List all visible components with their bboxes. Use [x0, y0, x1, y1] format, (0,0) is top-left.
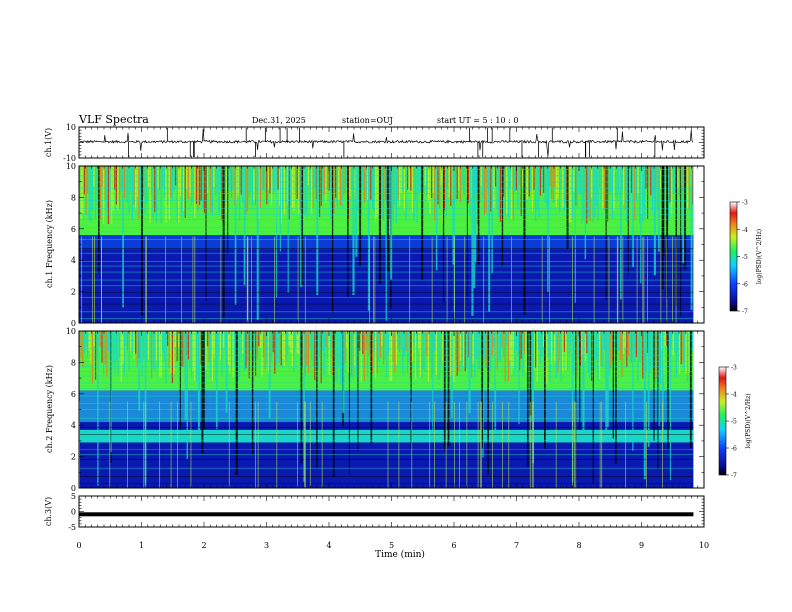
x-tick-label: 4 [326, 541, 331, 550]
ch2-colorbar-tick: -6 [731, 446, 737, 453]
ch1-colorbar-tick: -4 [742, 227, 748, 234]
ch1-freq-tick-label: 0 [71, 319, 76, 328]
station-label: station=OUJ [342, 116, 393, 125]
ch1-colorbar-label: log(PSD)(V^2/Hz) [756, 229, 763, 284]
ch1-freq-tick-label: 6 [71, 225, 76, 234]
ch2-freq-tick-label: 2 [71, 453, 76, 462]
ch2-colorbar-tick: -7 [731, 473, 737, 480]
ch3-ytick-label: -5 [68, 523, 76, 532]
ch2-colorbar-label: log(PSD)(V^2/Hz) [745, 393, 752, 448]
ch1-colorbar-tick: -5 [742, 254, 748, 261]
ch1-freq-ylabel: ch.1 Frequency (kHz) [45, 200, 54, 288]
ch1-freq-tick-label: 8 [71, 193, 76, 202]
chart-title: VLF Spectra [79, 113, 149, 126]
ch2-spectrogram-panel: 0 2 4 6 8 10 [66, 327, 705, 493]
ch2-spectrogram [79, 331, 704, 488]
ch1-ytick-label: 10 [66, 123, 76, 132]
ch1-ytick-label: -10 [63, 154, 76, 163]
ch1-colorbar-tick: -3 [742, 200, 748, 207]
x-tick-label: 1 [139, 541, 144, 550]
x-tick-label: 9 [639, 541, 644, 550]
ch1-spectrogram [79, 166, 704, 323]
ch2-freq-tick-label: 10 [66, 327, 76, 336]
ch3-signal-band [79, 512, 694, 517]
ch2-colorbar-tick: -5 [731, 419, 737, 426]
ch2-freq-ylabel: ch.2 Frequency (kHz) [45, 365, 54, 453]
ch2-colorbar-tick: -4 [731, 392, 737, 399]
ch3-ytick-label: 5 [71, 492, 76, 501]
ch2-freq-tick-label: 4 [71, 421, 76, 430]
x-axis-label: Time (min) [375, 549, 425, 560]
ch1-freq-tick-label: 10 [66, 162, 76, 171]
ch3-ytick-label: 0 [71, 508, 76, 517]
start-time-label: start UT = 5 : 10 : 0 [437, 116, 519, 125]
ch2-freq-tick-label: 8 [71, 358, 76, 367]
date-label: Dec.31, 2025 [252, 116, 306, 125]
ch2-freq-tick-label: 0 [71, 484, 76, 493]
ch1-waveform-line [79, 128, 694, 157]
x-tick-label: 10 [699, 541, 709, 550]
x-tick-label: 7 [514, 541, 519, 550]
x-tick-label: 2 [201, 541, 206, 550]
x-tick-label: 6 [451, 541, 456, 550]
x-tick-label: 3 [264, 541, 269, 550]
x-tick-label: 0 [76, 541, 81, 550]
ch1-freq-tick-label: 4 [71, 256, 76, 265]
ch1-freq-tick-label: 2 [71, 288, 76, 297]
ch2-colorbar-tick: -3 [731, 365, 737, 372]
ch2-colorbar: -3 -4 -5 -6 -7 log(PSD)(V^2/Hz) [718, 365, 752, 480]
x-tick-label: 5 [389, 541, 394, 550]
ch1-colorbar: -3 -4 -5 -6 -7 log(PSD)(V^2/Hz) [729, 200, 763, 316]
ch2-freq-tick-label: 6 [71, 390, 76, 399]
x-tick-label: 8 [576, 541, 581, 550]
time-axis: 0 1 2 3 4 5 6 7 8 9 10 [76, 127, 709, 550]
ch1-ylabel: ch.1(V) [44, 128, 53, 157]
ch1-colorbar-tick: -6 [742, 281, 748, 288]
ch1-colorbar-tick: -7 [742, 309, 748, 316]
ch3-ylabel: ch.3(V) [44, 497, 53, 526]
ch1-waveform-panel: 10 -10 [63, 123, 705, 163]
ch1-spectrogram-panel: 0 2 4 6 8 10 [66, 162, 705, 328]
ch3-waveform-panel: 5 0 -5 [68, 492, 705, 532]
